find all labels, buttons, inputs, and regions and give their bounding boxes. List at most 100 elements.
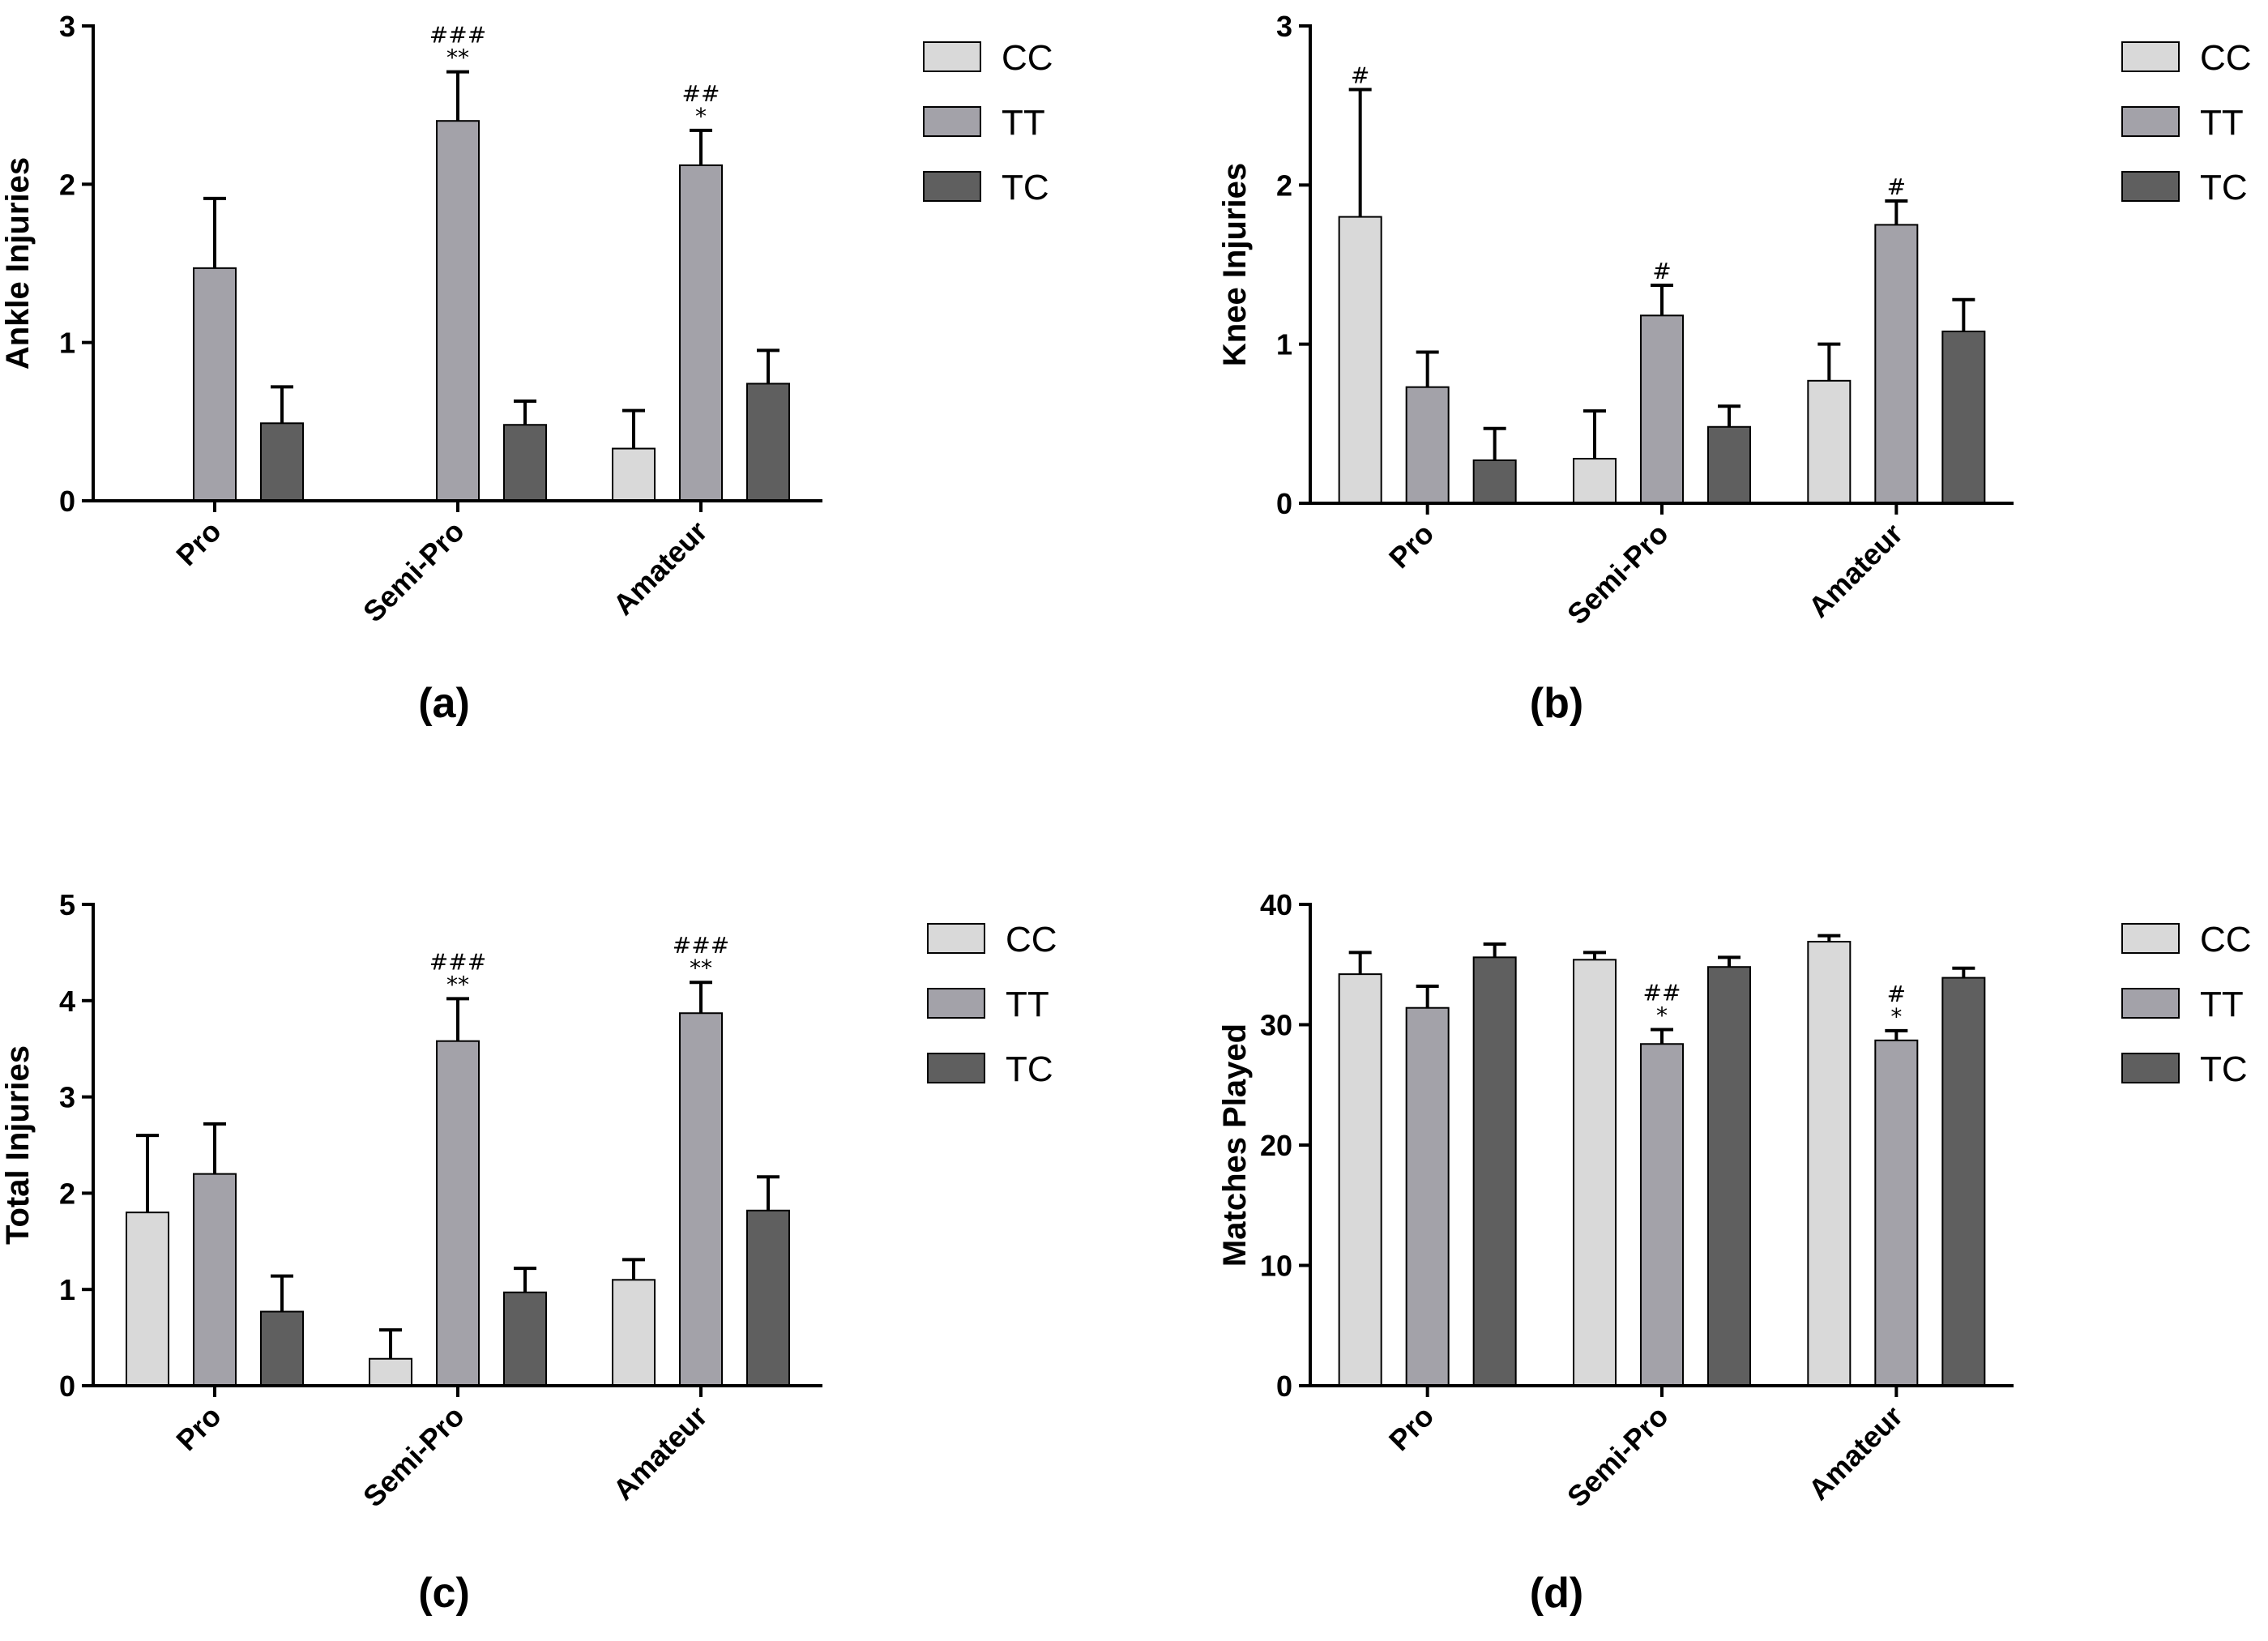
chart-svg: ###** ##* 0 1 2 3 Pro Semi-Pro Amateur Ankle Inju…: [0, 10, 1053, 727]
bar-tc-pro: [260, 422, 304, 502]
bar-tc-pro: [1472, 956, 1517, 1387]
y-tick-label: 2: [59, 168, 75, 201]
significance-marker: ###: [673, 932, 729, 959]
significance-marker: ###: [429, 22, 486, 49]
x-tick-label-semi-pro: Semi-Pro: [1561, 1400, 1675, 1514]
panel-a-ankle-injuries: ### ** ## * 0 1 2 3 Pro Semi-Pro Amateur Ankle Inju…: [0, 0, 1134, 820]
panel-caption: (c): [418, 1570, 470, 1617]
x-tick-label-amateur: Amateur: [606, 1400, 713, 1506]
x-tick-label-amateur: Amateur: [1802, 1400, 1909, 1506]
panel-c-total-injuries: ### ** ### ** 0 1 2 3 4 5 Pro Semi-Pro Amateur Total …: [0, 821, 1134, 1641]
significance-marker: *: [1890, 1003, 1902, 1030]
legend-label-tc: TC: [1002, 168, 1049, 207]
x-tick-label-pro: Pro: [1382, 517, 1440, 575]
significance-marker: **: [446, 971, 469, 998]
y-tick-label: 30: [1260, 1009, 1292, 1042]
panel-caption: (a): [418, 680, 470, 727]
bar-cc-amateur: [1807, 941, 1852, 1387]
bar-tt-amateur: [1874, 1039, 1919, 1387]
bar-cc-amateur: [612, 1279, 656, 1387]
legend-label-tc: TC: [2200, 168, 2248, 207]
x-tick-label-pro: Pro: [169, 1400, 227, 1457]
bar-cc-semi-pro: [1573, 458, 1617, 505]
bar-tt-pro: [193, 267, 237, 502]
legend-label-cc: CC: [2200, 38, 2252, 78]
legend-label-tt: TT: [1006, 985, 1049, 1024]
panel-d-matches-played: ## * # * 0 10 20 30 40 Pro Semi-Pro Amateur Matches …: [1134, 821, 2268, 1641]
bar-tt-semi-pro: [436, 1040, 480, 1387]
legend-label-tt: TT: [2200, 103, 2244, 143]
y-tick-label: 1: [59, 327, 75, 360]
legend-swatch-cc: [2121, 41, 2180, 72]
x-tick-label-semi-pro: Semi-Pro: [357, 1400, 471, 1514]
panel-b-knee-injuries: # # #0 1 2 3 Pro Semi-Pro Amateur Knee Injuries CC…: [1134, 0, 2268, 820]
bar-cc-pro: [1338, 216, 1382, 504]
bar-tc-amateur: [1941, 976, 1986, 1387]
x-tick-label-amateur: Amateur: [1802, 517, 1909, 624]
bar-tc-amateur: [746, 382, 790, 502]
x-tick-label-pro: Pro: [1382, 1400, 1440, 1457]
bar-tt-pro: [1405, 1006, 1450, 1387]
bar-tt-pro: [193, 1173, 237, 1387]
bar-cc-amateur: [1807, 379, 1852, 504]
y-tick-label: 3: [59, 10, 75, 43]
y-tick-label: 2: [59, 1177, 75, 1210]
bar-tt-semi-pro: [436, 120, 480, 502]
y-axis-title: Total Injuries: [0, 1045, 36, 1245]
bar-cc-pro: [126, 1212, 169, 1387]
bar-tc-semi-pro: [1707, 966, 1751, 1387]
y-axis-title: Ankle Injuries: [0, 157, 36, 370]
legend-label-tc: TC: [2200, 1049, 2248, 1089]
bar-tt-amateur: [679, 164, 723, 502]
legend-swatch-tt: [923, 106, 981, 137]
legend-swatch-tc: [923, 171, 981, 202]
bar-cc-amateur: [612, 447, 656, 502]
bar-tc-amateur: [746, 1209, 790, 1387]
y-tick-label: 10: [1260, 1250, 1292, 1283]
y-axis-title: Knee Injuries: [1217, 163, 1253, 366]
legend-swatch-tt: [2121, 106, 2180, 137]
legend-label-tt: TT: [2200, 985, 2244, 1024]
legend-label-cc: CC: [1006, 920, 1057, 959]
legend-label-cc: CC: [1002, 38, 1053, 78]
legend-label-tc: TC: [1006, 1049, 1053, 1089]
legend-swatch-cc: [927, 923, 985, 954]
y-tick-label: 0: [59, 1370, 75, 1403]
y-tick-label: 5: [59, 888, 75, 921]
bar-tc-semi-pro: [1707, 425, 1751, 505]
y-tick-label: 1: [1276, 328, 1292, 361]
y-tick-label: 3: [59, 1081, 75, 1114]
legend-label-tt: TT: [1002, 103, 1045, 143]
legend-swatch-tt: [927, 988, 985, 1019]
significance-marker: #: [1652, 258, 1671, 284]
y-tick-label: 0: [1276, 1370, 1292, 1403]
significance-marker: ##: [682, 80, 720, 107]
bar-cc-semi-pro: [369, 1357, 412, 1387]
bar-tc-amateur: [1941, 330, 1986, 504]
x-tick-label-amateur: Amateur: [606, 515, 713, 622]
bar-cc-pro: [1338, 973, 1382, 1387]
significance-marker: #: [1887, 173, 1906, 200]
bar-tc-semi-pro: [503, 424, 547, 502]
y-tick-label: 0: [59, 485, 75, 518]
bar-tt-semi-pro: [1640, 1043, 1684, 1387]
significance-marker: *: [695, 103, 707, 130]
legend-swatch-cc: [923, 41, 981, 72]
bar-tc-semi-pro: [503, 1291, 547, 1387]
y-tick-label: 40: [1260, 888, 1292, 921]
y-tick-label: 0: [1276, 487, 1292, 520]
significance-marker: ###: [429, 948, 486, 975]
significance-marker: #: [1887, 981, 1906, 1007]
x-tick-label-semi-pro: Semi-Pro: [1561, 517, 1675, 631]
panel-caption: (d): [1530, 1570, 1583, 1617]
significance-marker: **: [690, 955, 712, 981]
chart-svg: # # #0 1 2 3 Pro Semi-Pro Amateur Knee Injuries CC…: [1217, 10, 2252, 727]
legend-swatch-tc: [2121, 1053, 2180, 1083]
legend-swatch-tt: [2121, 988, 2180, 1019]
y-tick-label: 1: [59, 1273, 75, 1306]
y-tick-label: 4: [59, 985, 75, 1018]
bar-tt-amateur: [679, 1012, 723, 1387]
